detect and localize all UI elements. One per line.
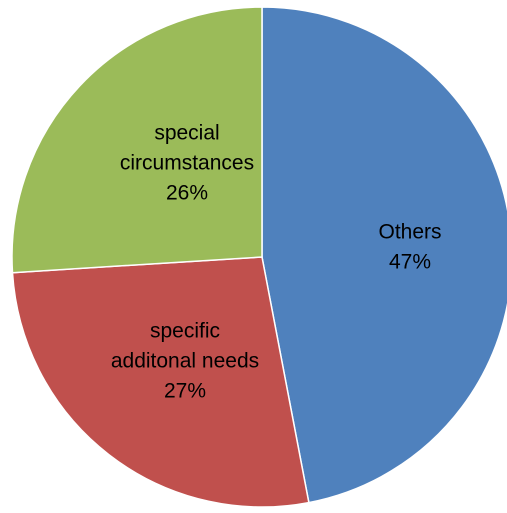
slice-label-group-2: specific additonal needs 27%	[111, 320, 259, 403]
slice-label-3-line-1: special	[154, 122, 219, 145]
slice-label-3-line-2: circumstances	[120, 152, 254, 175]
slice-percent-3: 26%	[166, 182, 208, 205]
slice-percent-1: 47%	[389, 251, 431, 274]
pie-slice-1	[261, 6, 507, 504]
pie-slices	[11, 6, 507, 508]
slice-label-1-line-1: Others	[378, 221, 441, 244]
pie-slice-2	[11, 256, 310, 508]
slice-label-2-line-1: specific	[150, 320, 220, 343]
slice-percent-2: 27%	[164, 380, 206, 403]
pie-slice-3	[11, 6, 263, 274]
slice-label-group-3: special circumstances 26%	[120, 122, 254, 205]
slice-label-2-line-2: additonal needs	[111, 350, 259, 373]
slice-label-group-1: Others 47%	[378, 221, 441, 274]
